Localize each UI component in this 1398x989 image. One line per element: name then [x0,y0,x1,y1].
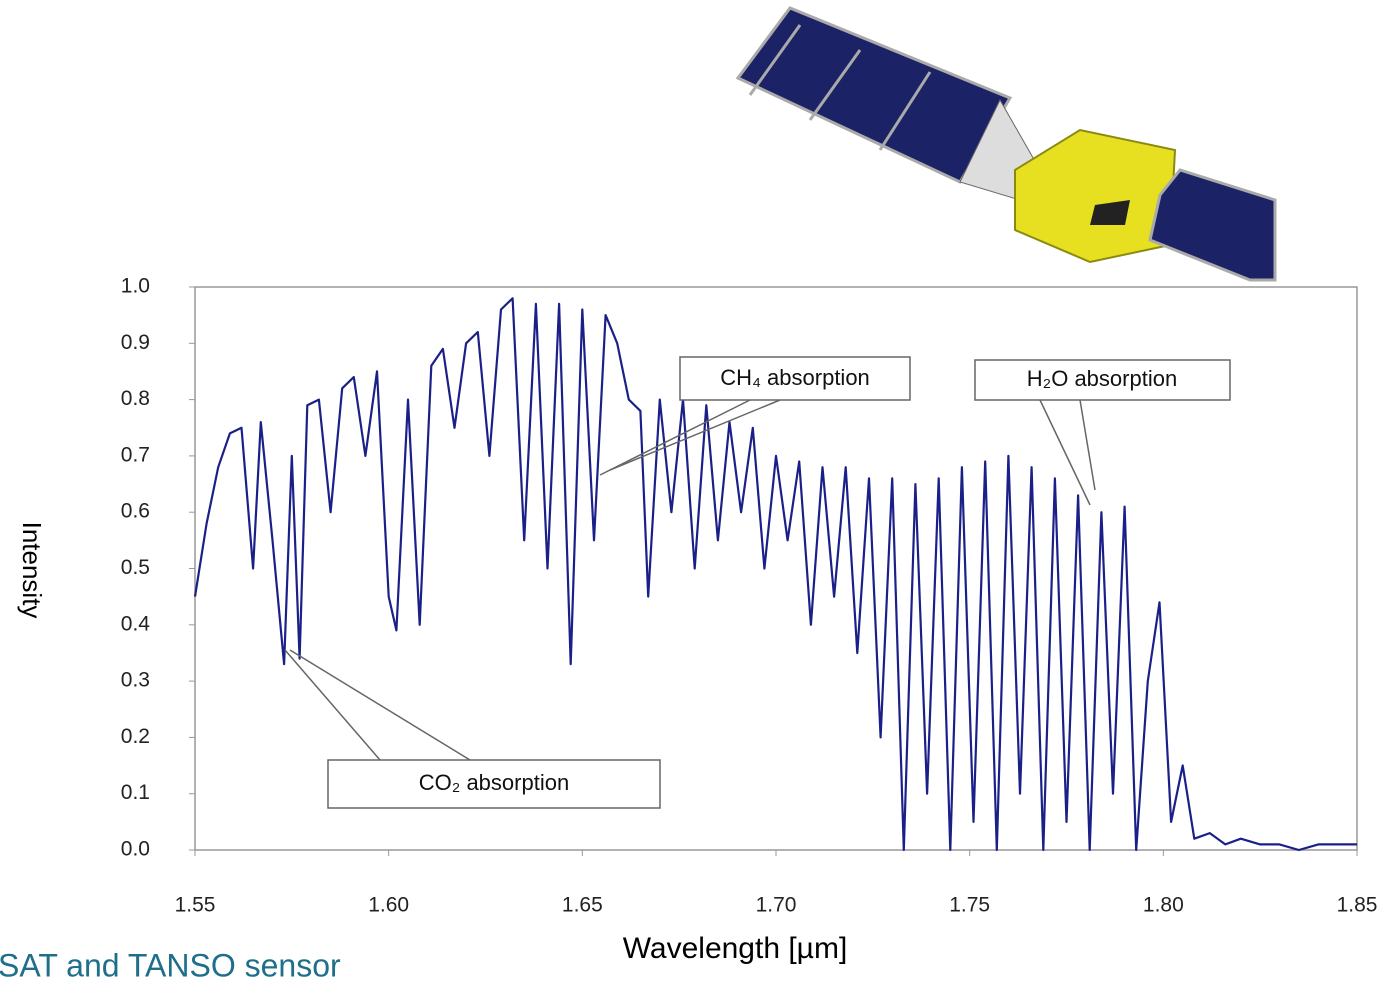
y-tick-label: 0.1 [121,781,150,804]
x-tick-label: 1.80 [1143,894,1184,917]
y-tick-label: 0.2 [121,725,150,748]
x-axis-label: Wavelength [µm] [623,932,848,965]
x-tick-label: 1.60 [368,894,409,917]
annotation: CO₂ absorption [419,770,569,795]
y-tick-label: 0.0 [121,838,150,861]
y-tick-label: 0.3 [121,669,150,692]
y-axis-label: Intensity [17,522,47,619]
y-tick-label: 0.7 [121,443,150,466]
y-tick-label: 1.0 [121,275,150,298]
x-tick-label: 1.75 [949,894,990,917]
annotation: H₂O absorption [1027,366,1177,391]
y-tick-label: 0.4 [121,612,151,635]
y-tick-label: 0.6 [121,500,150,523]
chart: CH₄ absorption H₂O absorption CO₂ absorp… [0,0,1398,984]
x-tick-label: 1.85 [1337,894,1378,917]
caption: SAT and TANSO sensor [0,947,341,983]
y-tick-label: 0.9 [121,331,150,354]
y-tick-label: 0.5 [121,556,150,579]
x-tick-label: 1.65 [562,894,603,917]
y-tick-label: 0.8 [121,387,150,410]
satellite-illustration [738,8,1275,280]
x-tick-label: 1.70 [756,894,797,917]
x-tick-label: 1.55 [175,894,216,917]
annotation: CH₄ absorption [720,365,870,390]
annotations [285,357,1230,808]
